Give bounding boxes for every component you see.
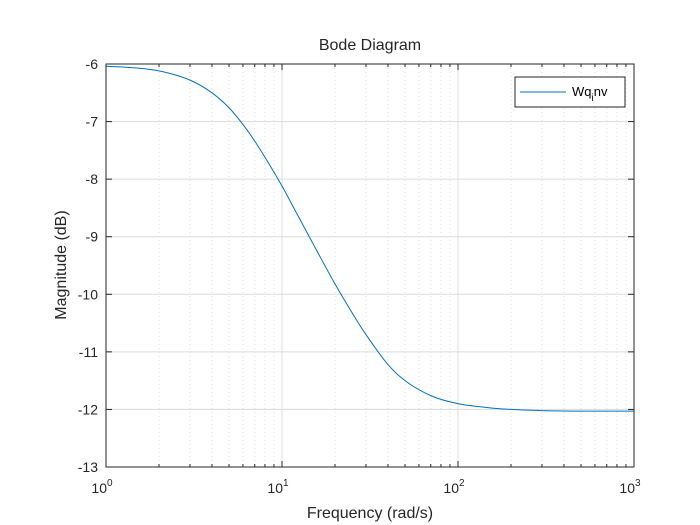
x-tick-label: 101 [267, 478, 289, 496]
y-tick-label: -8 [86, 171, 99, 187]
chart-title: Bode Diagram [319, 37, 421, 54]
y-tick-label: -11 [79, 344, 98, 360]
x-tick-label: 100 [91, 478, 113, 496]
legend[interactable]: Wqinv [514, 76, 626, 108]
series-layer [105, 65, 634, 412]
y-tick-label: -9 [86, 229, 99, 245]
x-axis-label: Frequency (rad/s) [307, 505, 433, 522]
plot-area [106, 64, 634, 467]
legend-label: Wqinv [572, 84, 608, 104]
y-tick-label: -10 [78, 286, 98, 302]
y-tick-label: -13 [78, 459, 98, 475]
series-line-wqinv[interactable] [105, 65, 634, 412]
x-tick-label: 103 [619, 478, 641, 496]
y-axis-label: Magnitude (dB) [53, 210, 70, 319]
y-tick-label: -6 [86, 56, 99, 72]
grid [106, 64, 634, 467]
y-tick-label: -12 [78, 401, 98, 417]
ticks: 100 101 102 103 -6 -7 -8 -9 -10 -11 -12 -13 [78, 56, 641, 496]
plot-box [105, 63, 635, 468]
y-tick-label: -7 [86, 114, 99, 130]
x-tick-label: 102 [443, 478, 465, 496]
